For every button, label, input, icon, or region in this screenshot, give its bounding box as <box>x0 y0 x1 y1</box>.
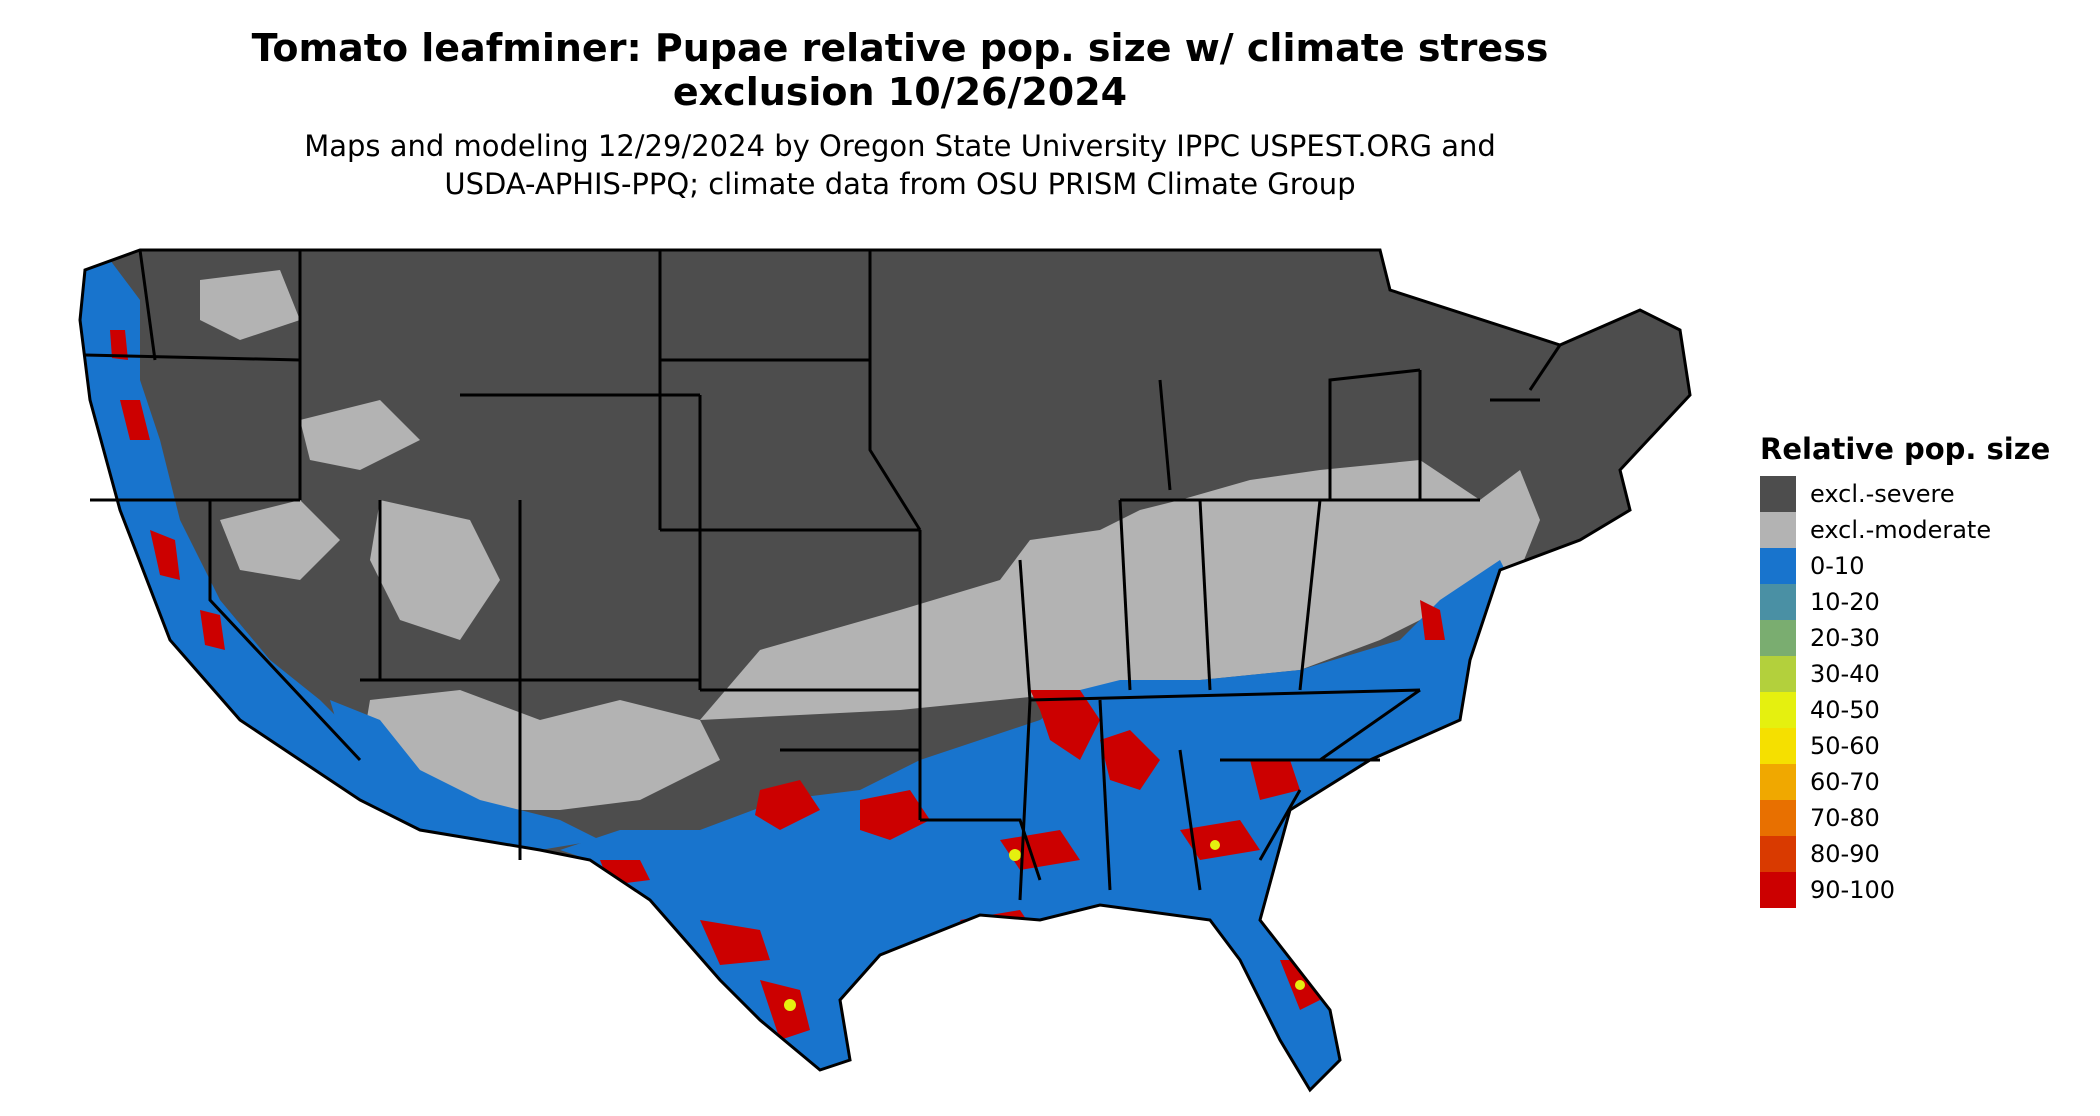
zone-excl-moderate-east <box>700 460 1540 720</box>
legend-swatch <box>1760 764 1796 800</box>
zone-pop-90-100-patch <box>1420 600 1445 640</box>
state-border-line <box>1198 499 1212 691</box>
zone-excl-moderate-northwest <box>200 270 300 340</box>
legend-label: 90-100 <box>1810 876 1896 904</box>
zone-pop-90-100-patch <box>1100 730 1160 790</box>
legend-label: 50-60 <box>1810 732 1880 760</box>
zone-pop-40-50-patch <box>1210 840 1220 850</box>
zone-excl-moderate-southwest <box>360 690 720 810</box>
legend-label: 20-30 <box>1810 624 1880 652</box>
legend-label: 40-50 <box>1810 696 1880 724</box>
zone-pop-90-100-patch <box>120 400 150 440</box>
zone-pop-40-50-patch <box>1295 980 1305 990</box>
legend-label: 70-80 <box>1810 804 1880 832</box>
legend-label: excl.-moderate <box>1810 516 1992 544</box>
legend-swatch <box>1760 836 1796 872</box>
zone-pop-90-100-patch <box>755 780 820 830</box>
state-border-line <box>1319 688 1421 762</box>
legend-swatch <box>1760 620 1796 656</box>
legend-swatch <box>1760 800 1796 836</box>
map-title-line2: exclusion 10/26/2024 <box>672 70 1128 114</box>
map-subtitle-line1: Maps and modeling 12/29/2024 by Oregon S… <box>304 129 1496 163</box>
legend-swatch <box>1760 656 1796 692</box>
legend-label: 80-90 <box>1810 840 1880 868</box>
zone-pop-90-100-patch <box>420 840 450 860</box>
zone-pop-90-100-patch <box>110 330 128 360</box>
zone-excl-moderate-west-3 <box>300 400 420 470</box>
legend-title: Relative pop. size <box>1760 432 2051 466</box>
legend-swatch <box>1760 476 1796 512</box>
zone-pop-90-100-patch <box>1455 720 1480 745</box>
state-border-line <box>1018 559 1032 701</box>
zone-excl-moderate-west-2 <box>370 500 500 640</box>
zone-pop-40-50-patch <box>1009 849 1021 861</box>
zone-pop-90-100-patch <box>1000 830 1080 870</box>
legend-swatch <box>1760 872 1796 908</box>
state-border-line <box>84 353 301 362</box>
map-title-line1: Tomato leafminer: Pupae relative pop. si… <box>251 26 1549 70</box>
state-border-line <box>1178 749 1202 891</box>
legend-swatch <box>1760 692 1796 728</box>
state-border-line <box>138 249 157 361</box>
legend-swatch <box>1760 512 1796 548</box>
zone-pop-90-100-patch <box>1030 690 1100 760</box>
zone-pop-90-100-patch <box>1180 820 1260 860</box>
state-border-line <box>1528 344 1562 391</box>
state-border-line <box>1298 499 1322 691</box>
state-border-line <box>1029 688 1421 702</box>
legend-swatch <box>1760 548 1796 584</box>
state-border-line <box>1118 499 1132 691</box>
zone-pop-90-100-patch <box>1250 760 1300 800</box>
zone-pop-0-10-atlantic <box>1400 560 1520 700</box>
legend-label: 30-40 <box>1810 660 1880 688</box>
state-border-line <box>1328 368 1421 500</box>
legend-label: 60-70 <box>1810 768 1880 796</box>
state-borders <box>78 248 1692 1092</box>
zone-pop-90-100-patch <box>760 980 810 1040</box>
state-border-line <box>1158 379 1172 491</box>
state-border-line <box>1018 699 1032 901</box>
state-border-line <box>208 500 362 762</box>
legend-label: 10-20 <box>1810 588 1880 616</box>
state-border-line <box>1258 789 1302 861</box>
zone-pop-90-100-patch <box>860 790 930 840</box>
map-subtitle-line2: USDA-APHIS-PPQ; climate data from OSU PR… <box>444 167 1356 201</box>
zone-pop-0-10-westcoast <box>80 260 360 800</box>
state-border-line <box>1098 699 1112 891</box>
zone-pop-0-10-southwest <box>330 700 600 850</box>
zone-pop-90-100-patch <box>200 610 225 650</box>
zone-pop-90-100-patch <box>700 920 770 965</box>
legend-label: 0-10 <box>1810 552 1865 580</box>
zone-pop-40-50-patch <box>985 930 995 940</box>
zone-pop-40-50-patch <box>784 999 796 1011</box>
state-border-line <box>920 818 1042 881</box>
zone-excl-moderate-west-1 <box>220 500 340 580</box>
legend-label: excl.-severe <box>1810 480 1955 508</box>
legend-swatch <box>1760 584 1796 620</box>
zone-pop-40-50 <box>784 840 1305 1011</box>
legend-swatch <box>1760 728 1796 764</box>
state-border-line <box>868 250 922 531</box>
zone-pop-90-100-patch <box>150 530 180 580</box>
